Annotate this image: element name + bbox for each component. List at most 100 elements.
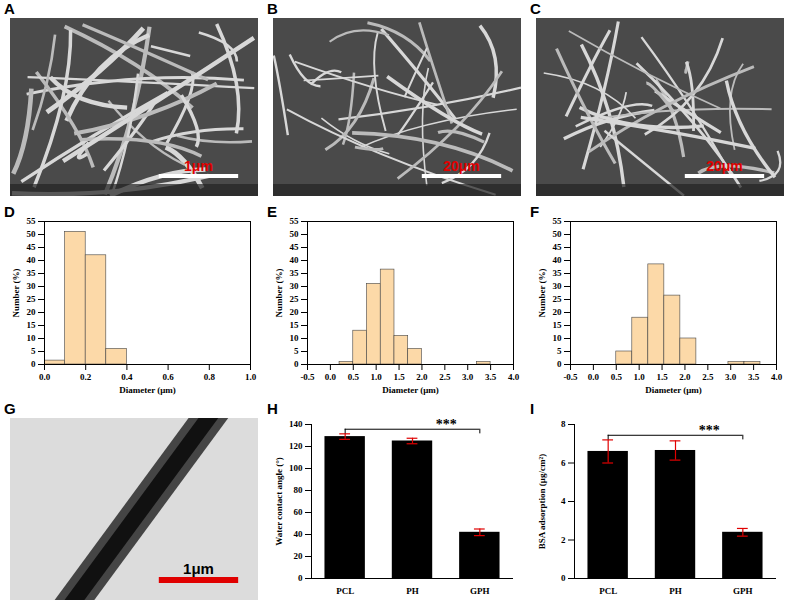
html-text:C: C xyxy=(530,0,541,17)
svg-text:30: 30 xyxy=(27,281,37,291)
svg-text:Number (%): Number (%) xyxy=(11,268,21,317)
svg-text:5: 5 xyxy=(31,346,36,356)
svg-text:1.5: 1.5 xyxy=(393,372,405,382)
svg-text:50: 50 xyxy=(553,229,563,239)
svg-text:0.4: 0.4 xyxy=(121,372,133,382)
svg-text:0: 0 xyxy=(31,359,36,369)
svg-text:1.0: 1.0 xyxy=(634,372,646,382)
html-text:A: A xyxy=(4,0,15,17)
svg-text:BSA adsorption (μg/cm²): BSA adsorption (μg/cm²) xyxy=(537,454,547,549)
svg-text:80: 80 xyxy=(294,485,304,495)
svg-text:Diameter (μm): Diameter (μm) xyxy=(645,385,702,395)
svg-text:20: 20 xyxy=(290,307,300,317)
svg-text:2.5: 2.5 xyxy=(702,372,714,382)
html-text:G: G xyxy=(4,400,16,417)
svg-text:0.5: 0.5 xyxy=(611,372,623,382)
svg-text:45: 45 xyxy=(553,242,563,252)
svg-text:20: 20 xyxy=(553,307,563,317)
svg-text:0.2: 0.2 xyxy=(80,372,92,382)
svg-text:20μm: 20μm xyxy=(443,158,480,174)
svg-text:15: 15 xyxy=(290,320,300,330)
svg-text:25: 25 xyxy=(290,294,300,304)
svg-text:Diameter (μm): Diameter (μm) xyxy=(382,385,439,395)
svg-text:-0.5: -0.5 xyxy=(563,372,578,382)
svg-text:25: 25 xyxy=(553,294,563,304)
svg-text:4.0: 4.0 xyxy=(771,372,783,382)
svg-text:1.5: 1.5 xyxy=(656,372,668,382)
svg-text:GPH: GPH xyxy=(733,586,753,596)
svg-text:1.0: 1.0 xyxy=(371,372,383,382)
svg-text:5: 5 xyxy=(294,346,299,356)
svg-text:20: 20 xyxy=(27,307,37,317)
svg-text:100: 100 xyxy=(289,463,303,473)
svg-text:2.0: 2.0 xyxy=(416,372,428,382)
svg-text:0.0: 0.0 xyxy=(588,372,600,382)
svg-text:0.0: 0.0 xyxy=(325,372,337,382)
svg-text:15: 15 xyxy=(553,320,563,330)
svg-text:55: 55 xyxy=(553,216,563,226)
svg-text:50: 50 xyxy=(27,229,37,239)
svg-text:Diameter (μm): Diameter (μm) xyxy=(119,385,176,395)
svg-text:PH: PH xyxy=(669,586,682,596)
svg-text:0.5: 0.5 xyxy=(348,372,360,382)
svg-text:55: 55 xyxy=(27,216,37,226)
svg-text:0: 0 xyxy=(298,573,303,583)
svg-text:8: 8 xyxy=(561,419,566,429)
svg-text:2.5: 2.5 xyxy=(439,372,451,382)
svg-text:1.0: 1.0 xyxy=(245,372,257,382)
svg-text:10: 10 xyxy=(27,333,37,343)
svg-text:4.0: 4.0 xyxy=(508,372,520,382)
svg-text:10: 10 xyxy=(553,333,563,343)
svg-text:35: 35 xyxy=(553,268,563,278)
svg-text:35: 35 xyxy=(27,268,37,278)
svg-text:60: 60 xyxy=(294,507,304,517)
svg-text:0: 0 xyxy=(294,359,299,369)
svg-text:0: 0 xyxy=(557,359,562,369)
svg-text:50: 50 xyxy=(290,229,300,239)
svg-text:-0.5: -0.5 xyxy=(300,372,315,382)
svg-text:6: 6 xyxy=(561,458,566,468)
svg-text:PH: PH xyxy=(406,586,419,596)
svg-text:Number (%): Number (%) xyxy=(537,268,547,317)
svg-text:3.5: 3.5 xyxy=(485,372,497,382)
svg-text:20: 20 xyxy=(294,551,304,561)
html-text:D: D xyxy=(4,203,15,220)
svg-text:***: *** xyxy=(699,423,720,438)
svg-text:3.0: 3.0 xyxy=(725,372,737,382)
svg-text:1μm: 1μm xyxy=(184,158,213,174)
svg-text:40: 40 xyxy=(27,255,37,265)
svg-text:0.0: 0.0 xyxy=(39,372,51,382)
svg-text:0.6: 0.6 xyxy=(162,372,174,382)
svg-text:Number (%): Number (%) xyxy=(274,268,284,317)
svg-text:45: 45 xyxy=(290,242,300,252)
html-text:B: B xyxy=(267,0,278,17)
svg-text:140: 140 xyxy=(289,419,303,429)
svg-text:40: 40 xyxy=(553,255,563,265)
svg-text:30: 30 xyxy=(290,281,300,291)
svg-text:GPH: GPH xyxy=(470,586,490,596)
svg-text:***: *** xyxy=(436,417,457,432)
svg-text:PCL: PCL xyxy=(599,586,617,596)
svg-text:120: 120 xyxy=(289,441,303,451)
svg-text:Water contact angle (°): Water contact angle (°) xyxy=(274,457,284,546)
svg-text:2: 2 xyxy=(561,535,566,545)
svg-text:1μm: 1μm xyxy=(183,560,214,577)
svg-text:40: 40 xyxy=(294,529,304,539)
svg-text:25: 25 xyxy=(27,294,37,304)
svg-text:3.5: 3.5 xyxy=(748,372,760,382)
svg-text:3.0: 3.0 xyxy=(462,372,474,382)
svg-text:20μm: 20μm xyxy=(706,158,743,174)
svg-text:10: 10 xyxy=(290,333,300,343)
svg-text:5: 5 xyxy=(557,346,562,356)
svg-text:55: 55 xyxy=(290,216,300,226)
svg-text:4: 4 xyxy=(561,496,566,506)
svg-text:30: 30 xyxy=(553,281,563,291)
svg-text:35: 35 xyxy=(290,268,300,278)
svg-text:40: 40 xyxy=(290,255,300,265)
svg-text:PCL: PCL xyxy=(336,586,354,596)
svg-text:0.8: 0.8 xyxy=(204,372,216,382)
svg-text:45: 45 xyxy=(27,242,37,252)
svg-text:15: 15 xyxy=(27,320,37,330)
svg-text:2.0: 2.0 xyxy=(679,372,691,382)
svg-text:0: 0 xyxy=(561,573,566,583)
